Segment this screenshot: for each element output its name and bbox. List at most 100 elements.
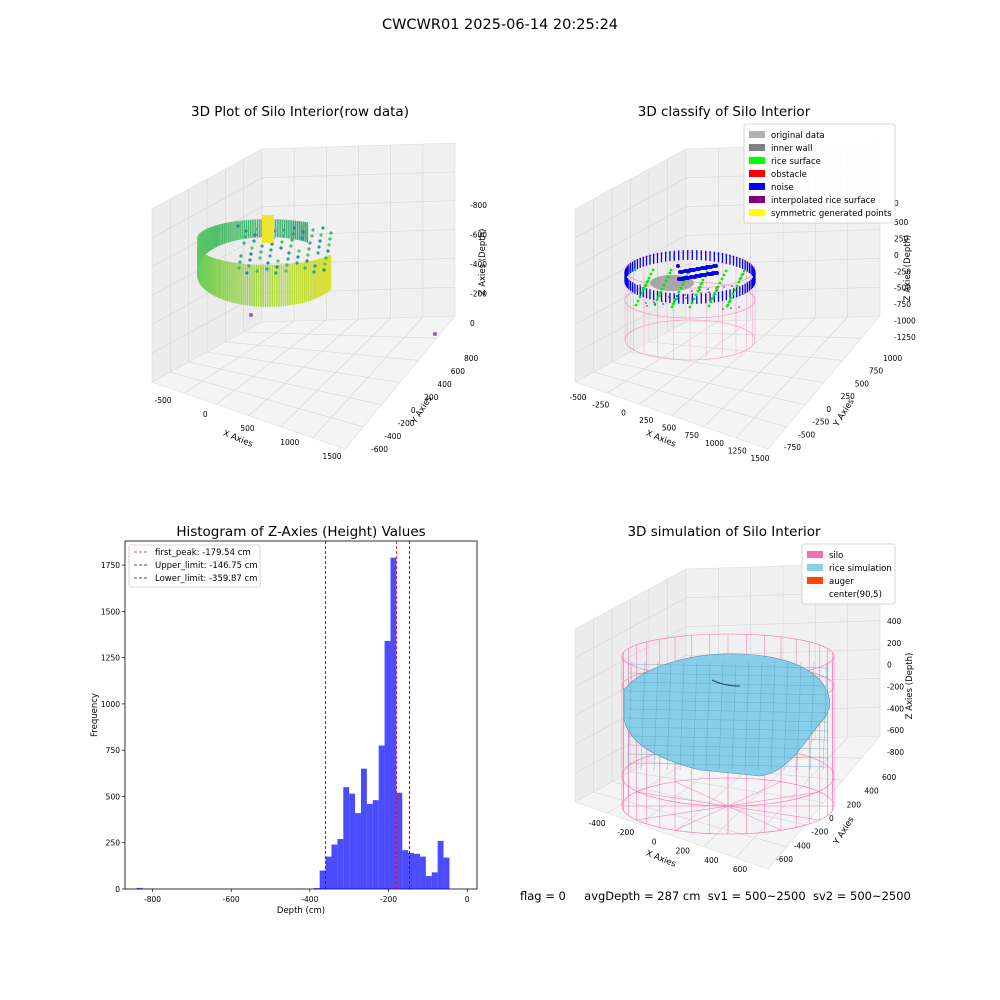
rice-surface-point — [640, 291, 644, 295]
raw-point — [285, 263, 289, 267]
x-tick-label: 1500 — [750, 454, 769, 463]
histogram-bar — [325, 856, 332, 889]
x-tick-label: 1250 — [728, 446, 747, 455]
silo-floor-wire — [727, 805, 782, 831]
surface-mesh-line — [627, 753, 829, 759]
y-tick-label: 500 — [855, 379, 870, 388]
surface-mesh-line — [783, 661, 789, 771]
raw-point — [318, 239, 322, 243]
raw-point — [286, 257, 290, 261]
panel-3-title: Histogram of Z-Axies (Height) Values — [176, 524, 426, 540]
histogram-bar — [419, 856, 426, 889]
grid-line — [312, 316, 424, 439]
legend-label: auger — [829, 577, 854, 587]
raw-point — [316, 251, 320, 255]
z-axis-label: Z Axies (Depth) — [903, 235, 913, 302]
rice-surface-point — [656, 295, 660, 299]
legend-swatch — [807, 564, 823, 571]
raw-point — [258, 256, 262, 260]
surface-mesh-line — [731, 661, 737, 771]
noise-point — [677, 277, 681, 281]
y-tick-label: -200 — [398, 419, 415, 428]
rice-surface-point — [634, 303, 638, 307]
grid-line — [574, 597, 687, 659]
rice-surface-point — [740, 273, 744, 277]
histogram-bar — [443, 857, 450, 889]
raw-point — [281, 234, 285, 238]
rice-surface-point — [733, 288, 737, 292]
y-tick-label: -400 — [794, 841, 811, 850]
raw-point — [307, 247, 311, 251]
z-tick-label-partial: 0 — [894, 199, 899, 208]
raw-point — [255, 269, 259, 273]
raw-point — [302, 224, 306, 228]
raw-point — [328, 237, 332, 241]
legend-label: interpolated rice surface — [771, 196, 876, 206]
raw-point — [287, 251, 291, 255]
raw-point — [295, 261, 299, 265]
rice-surface-point — [712, 293, 716, 297]
rice-surface-point — [742, 269, 746, 273]
y-tick-label: 750 — [869, 367, 884, 376]
rice-surface-point — [677, 290, 681, 294]
z-tick-label: -750 — [894, 300, 911, 309]
x-tick-label: -250 — [592, 401, 609, 410]
surface-mesh-line — [692, 661, 698, 771]
legend-swatch — [749, 196, 765, 203]
histogram-bar — [396, 792, 403, 889]
x-tick-label: 0 — [652, 837, 657, 846]
rice-surface-point — [701, 278, 705, 282]
raw-point — [321, 226, 325, 230]
raw-point — [274, 271, 278, 275]
x-tick-label: 600 — [733, 865, 748, 874]
raw-point — [308, 241, 312, 245]
surface-mesh-line — [627, 699, 829, 705]
y-axis-label: Y Axies — [831, 397, 857, 430]
legend-box — [128, 544, 261, 588]
legend-label: inner wall — [771, 144, 812, 154]
interpolated-point — [722, 308, 724, 310]
y-tick-label: 200 — [424, 393, 439, 402]
rice-surface-point — [735, 284, 739, 288]
surface-mesh-line — [770, 661, 776, 771]
legend-box — [743, 123, 896, 224]
y-tick-label: 500 — [106, 792, 121, 801]
z-tick-label: -400 — [470, 260, 487, 269]
y-tick-label: 0 — [411, 406, 416, 415]
legend-swatch — [749, 170, 765, 177]
rice-surface-point — [731, 292, 735, 296]
raw-point — [319, 233, 323, 237]
noise-point — [699, 273, 703, 277]
z-tick-label: -800 — [470, 201, 487, 210]
raw-point — [242, 241, 246, 245]
rice-surface-point — [636, 299, 640, 303]
rice-surface-point — [638, 295, 642, 299]
panel-3-histogram: -800 -600 -400 -200 0 0 250 500 750 1000 1250 1500 1… — [90, 540, 478, 916]
histogram-bar — [425, 876, 432, 889]
interpolated-point — [645, 302, 647, 304]
raw-point — [310, 234, 314, 238]
raw-point — [254, 227, 258, 231]
interpolated-point — [691, 290, 693, 292]
y-tick-label: 250 — [106, 839, 121, 848]
surface-mesh-line — [627, 661, 633, 771]
rice-surface-point — [669, 268, 673, 272]
histogram-bar — [337, 839, 344, 889]
rice-surface-point — [671, 302, 675, 306]
rice-surface-point — [714, 289, 718, 293]
surface-mesh-line — [809, 661, 815, 771]
x-tick-label: 250 — [639, 416, 654, 425]
y-tick-label: 0 — [115, 885, 120, 894]
interpolated-point — [677, 298, 679, 300]
z-tick-label: -400 — [887, 704, 904, 713]
x-tick-label: 400 — [704, 856, 719, 865]
raw-point — [311, 228, 315, 232]
rice-surface-point — [666, 275, 670, 279]
x-tick-label: 0 — [621, 408, 626, 417]
z-tick-label: 200 — [887, 639, 902, 648]
raw-point — [296, 255, 300, 259]
interpolated-point — [730, 307, 732, 309]
legend-label: center(90,5) — [829, 590, 882, 600]
rice-surface-point — [697, 286, 701, 290]
x-axis-label: Depth (cm) — [277, 906, 325, 916]
